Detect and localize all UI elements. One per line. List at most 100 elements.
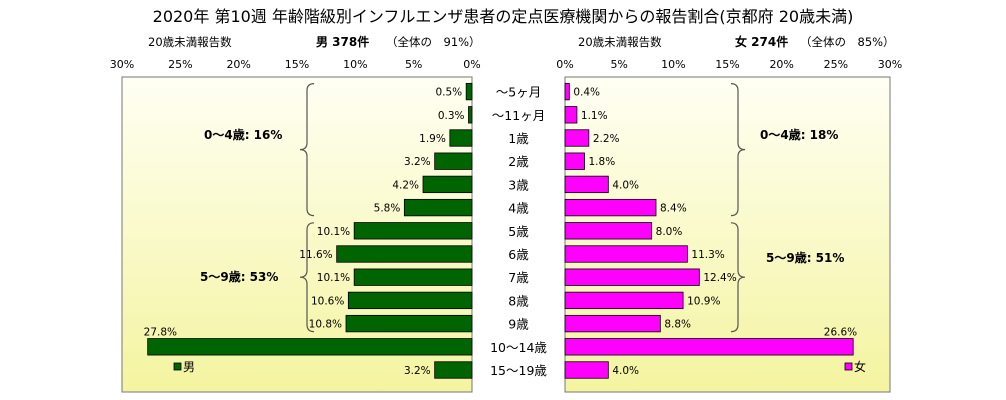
category-label: 15～19歳 [490, 363, 547, 378]
left-tick-label: 5% [405, 58, 422, 71]
female-series [564, 82, 854, 379]
female-bar-label: 8.8% [664, 319, 691, 331]
female-bar-label: 1.1% [581, 110, 608, 122]
female-bar [564, 245, 688, 263]
right-brace-0-4 [730, 83, 746, 217]
male-bar [449, 129, 473, 147]
right-tick-label: 20% [769, 58, 793, 71]
female-bar-label: 0.4% [573, 87, 600, 99]
right-brace-5-9 [730, 222, 746, 333]
legend-female-key [844, 362, 853, 371]
female-bar [564, 175, 609, 194]
right-annotation-5-9: 5～9歳: 51% [766, 250, 844, 265]
left-tick-label: 10% [343, 58, 367, 71]
female-bar [564, 291, 684, 310]
male-bar [347, 291, 473, 310]
male-bar [353, 268, 473, 286]
female-bar [564, 268, 700, 286]
male-bar [345, 314, 473, 333]
left-header-note: （全体の 91%） [386, 35, 481, 49]
female-bar-label: 10.9% [687, 295, 720, 307]
left-brace-0-4 [299, 83, 315, 217]
male-bar-label: 10.6% [311, 295, 344, 307]
male-bar-label: 10.1% [317, 226, 350, 238]
male-bar-label: 5.8% [374, 203, 401, 215]
category-label: ～5ヶ月 [496, 85, 541, 100]
category-label: 8歳 [508, 293, 529, 308]
female-bar [564, 106, 578, 124]
male-bar-label: 10.8% [309, 319, 342, 331]
female-bar [564, 338, 854, 356]
legend-male-key [173, 362, 182, 371]
female-bar [564, 314, 661, 333]
female-bar-label: 26.6% [824, 327, 857, 339]
left-tick-label: 15% [285, 58, 309, 71]
left-tick-label: 30% [110, 58, 134, 71]
left-brace-5-9 [299, 222, 315, 333]
female-bar [564, 222, 653, 240]
male-bar [434, 152, 473, 170]
category-label: 3歳 [508, 177, 529, 192]
male-bar-label: 3.2% [404, 156, 431, 168]
right-header-note: （全体の 85%） [800, 35, 895, 49]
chart-title: 2020年 第10週 年齢階級別インフルエンザ患者の定点医療機関からの報告割合(… [153, 7, 854, 26]
male-bar [353, 222, 473, 240]
male-bar [422, 175, 473, 194]
category-label: 10～14歳 [490, 340, 547, 355]
left-tick-label: 25% [168, 58, 192, 71]
male-data-labels: 0.5% 0.3% 1.9% 3.2% 4.2% 5.8% 10.1% 11.6% 10.1% 1… [144, 87, 465, 377]
female-data-labels: 0.4% 1.1% 2.2% 1.8% 4.0% 8.4% 8.0% 11.3% 12.4% 10… [573, 87, 857, 377]
male-bar-label: 3.2% [404, 365, 431, 377]
category-label: ～11ヶ月 [492, 108, 545, 123]
male-bar [468, 106, 473, 124]
legend-female-label: 女 [854, 359, 866, 374]
left-tick-label: 0% [463, 58, 480, 71]
category-label: 4歳 [508, 201, 529, 216]
right-tick-label: 0% [556, 58, 573, 71]
female-bar-label: 12.4% [703, 272, 736, 284]
male-bar-label: 27.8% [144, 327, 177, 339]
left-header-main: 男 378件 [316, 34, 369, 49]
male-bar [465, 82, 473, 101]
female-bar-label: 8.4% [660, 203, 687, 215]
right-axis-ticks: 0% 5% 10% 15% 20% 25% 30% [556, 58, 902, 71]
right-tick-label: 15% [715, 58, 739, 71]
female-bar-label: 4.0% [612, 365, 639, 377]
female-bar [564, 361, 609, 379]
female-bar [564, 198, 657, 217]
male-bar-label: 0.3% [438, 110, 465, 122]
legend-male-label: 男 [183, 360, 195, 374]
category-label: 1歳 [508, 131, 529, 146]
right-tick-label: 30% [878, 58, 902, 71]
female-bar-label: 2.2% [593, 133, 620, 145]
left-header-label: 20歳未満報告数 [148, 35, 232, 49]
male-bar [403, 198, 473, 217]
right-header-label: 20歳未満報告数 [578, 35, 662, 49]
male-bar-label: 1.9% [419, 133, 446, 145]
female-bar-label: 8.0% [656, 226, 683, 238]
category-label: 7歳 [508, 270, 529, 285]
male-bar [434, 361, 473, 379]
male-bar [147, 338, 473, 356]
category-label: 9歳 [508, 317, 529, 332]
female-bar-label: 4.0% [612, 179, 639, 191]
left-tick-label: 20% [226, 58, 250, 71]
right-tick-label: 5% [610, 58, 627, 71]
category-label: 5歳 [508, 224, 529, 239]
female-bar-label: 11.3% [691, 249, 724, 261]
male-series [147, 82, 473, 379]
right-tick-label: 10% [661, 58, 685, 71]
left-annotation-0-4: 0～4歳: 16% [204, 127, 282, 142]
male-bar-label: 11.6% [299, 249, 332, 261]
male-bar-label: 4.2% [392, 179, 419, 191]
female-bar [564, 152, 585, 170]
right-tick-label: 25% [824, 58, 848, 71]
female-bar [564, 129, 590, 147]
male-bar-label: 10.1% [317, 272, 350, 284]
female-bar-label: 1.8% [589, 156, 616, 168]
category-label: 2歳 [508, 154, 529, 169]
left-axis-ticks: 30% 25% 20% 15% 10% 5% 0% [110, 58, 481, 71]
male-bar-label: 0.5% [435, 87, 462, 99]
